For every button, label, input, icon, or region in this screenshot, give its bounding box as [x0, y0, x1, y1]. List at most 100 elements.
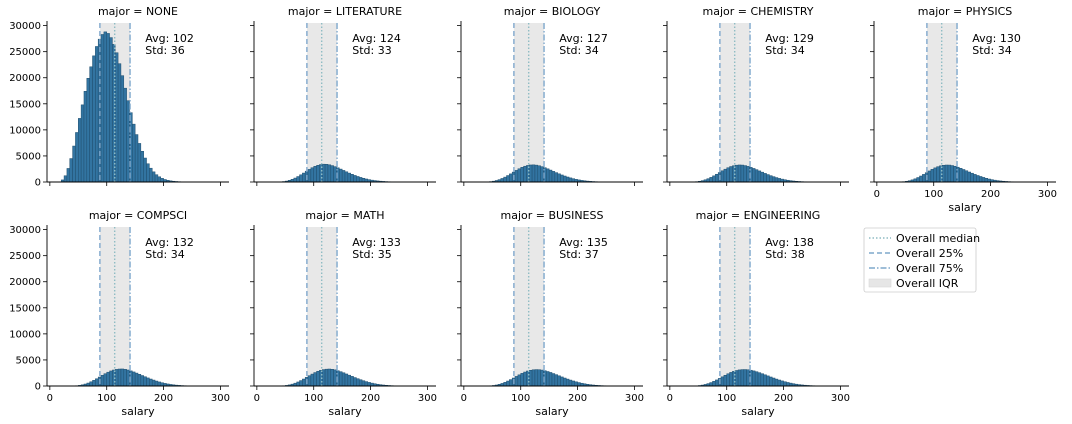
histogram-bar — [720, 170, 725, 183]
histogram-bar — [364, 178, 368, 183]
histogram-bar — [89, 381, 93, 387]
histogram-bar — [333, 369, 337, 387]
histogram-bar — [146, 163, 150, 183]
histogram-bar — [123, 87, 127, 183]
histogram-bar — [546, 168, 550, 183]
facet-panel-8: 0 100 200 300 salary major = BUSINESS Avg: 135… — [457, 209, 644, 418]
y-tick-label: 15000 — [9, 99, 41, 110]
std-annotation: Std: 36 — [145, 44, 184, 57]
facet-panel-6: 0 5000 10000 15000 20000 25000 30000 0 100 200 300… — [9, 209, 230, 418]
histogram-bar — [936, 166, 940, 183]
histogram-bar — [540, 369, 544, 387]
histogram-bar — [316, 165, 320, 183]
histogram-bar — [560, 174, 564, 183]
avg-annotation: Avg: 129 — [765, 32, 814, 45]
histogram-bar — [157, 176, 161, 183]
histogram-bar — [551, 373, 556, 387]
histogram-bar — [735, 164, 739, 183]
histogram-bar — [551, 171, 556, 183]
histogram-bar — [978, 176, 983, 183]
histogram-bar — [310, 167, 314, 183]
histogram-bar — [313, 166, 317, 183]
iqr-band — [719, 227, 751, 386]
histogram-bar — [350, 376, 354, 387]
x-tick-label: 200 — [361, 393, 380, 404]
x-tick-label: 200 — [154, 393, 173, 404]
histogram-bar — [310, 373, 314, 387]
histogram-bar — [353, 175, 357, 183]
x-tick-label: 300 — [831, 393, 850, 404]
histogram-bar — [752, 168, 756, 183]
panel-title: major = BUSINESS — [501, 209, 604, 222]
histogram-bar — [529, 164, 533, 183]
histogram-bar — [137, 143, 142, 183]
iqr-band — [513, 227, 545, 386]
legend-label: Overall median — [896, 232, 980, 245]
histogram-bar — [143, 157, 147, 183]
histogram-bar — [151, 171, 156, 183]
panel-title: major = PHYSICS — [918, 5, 1013, 18]
x-axis-label: salary — [948, 201, 982, 214]
histogram-bar — [134, 372, 139, 387]
histogram-bar — [959, 168, 963, 183]
x-tick-label: 200 — [981, 189, 1000, 200]
x-tick-label: 300 — [418, 393, 437, 404]
histogram-bar — [344, 171, 349, 183]
histogram-bar — [296, 381, 300, 387]
legend: Overall median Overall 25% Overall 75% Over… — [863, 227, 980, 293]
x-tick-label: 100 — [924, 189, 943, 200]
x-tick-label: 0 — [254, 393, 260, 404]
avg-annotation: Avg: 132 — [145, 236, 194, 249]
iqr-band — [719, 23, 751, 182]
facet-panel-7: 0 100 200 300 salary major = MATH Avg: 133Std:… — [250, 209, 437, 418]
histogram-bar — [919, 175, 923, 183]
histogram-bar — [944, 164, 949, 183]
histogram-bar — [324, 368, 329, 387]
histogram-bar — [95, 46, 99, 183]
x-tick-label: 100 — [717, 393, 736, 404]
histogram-bar — [132, 123, 136, 183]
histogram-bar — [577, 382, 581, 387]
histogram-bar — [117, 368, 122, 387]
histogram-bar — [140, 150, 144, 183]
histogram-bar — [115, 369, 119, 387]
histogram-bar — [302, 378, 306, 387]
histogram-bar — [106, 371, 110, 387]
std-annotation: Std: 35 — [352, 248, 391, 261]
histogram-bar — [746, 369, 750, 387]
histogram-bar — [344, 373, 349, 387]
histogram-bar — [548, 169, 553, 183]
legend-frame — [863, 227, 977, 293]
y-tick-label: 10000 — [9, 329, 41, 340]
histogram-bar — [953, 166, 957, 183]
histogram-bar — [126, 100, 130, 183]
std-annotation: Std: 34 — [765, 44, 804, 57]
histogram-bar — [299, 380, 303, 387]
histogram-bar — [984, 178, 988, 183]
histogram-bar — [503, 176, 507, 183]
histogram-bar — [754, 169, 759, 183]
histogram-bar — [568, 379, 573, 387]
histogram-bar — [72, 145, 76, 183]
histogram-bar — [560, 376, 564, 387]
x-tick-label: 0 — [667, 393, 673, 404]
histogram-bar — [83, 91, 88, 183]
histogram-bar — [149, 378, 153, 387]
x-tick-label: 100 — [304, 393, 323, 404]
histogram-bar — [930, 169, 934, 183]
avg-annotation: Avg: 135 — [559, 236, 608, 249]
std-annotation: Std: 34 — [145, 248, 184, 261]
histogram-bar — [769, 175, 773, 183]
histogram-bar — [743, 369, 747, 387]
histogram-bar — [143, 376, 147, 387]
histogram-bar — [154, 174, 159, 183]
histogram-bar — [103, 31, 107, 183]
x-tick-label: 200 — [774, 393, 793, 404]
iqr-band — [306, 227, 338, 386]
legend-label: Overall 75% — [896, 262, 963, 275]
histogram-bar — [774, 378, 779, 387]
histogram-bar — [950, 165, 954, 183]
histogram-bar — [786, 382, 790, 387]
histogram-bar — [777, 178, 781, 183]
histogram-bar — [563, 377, 567, 387]
